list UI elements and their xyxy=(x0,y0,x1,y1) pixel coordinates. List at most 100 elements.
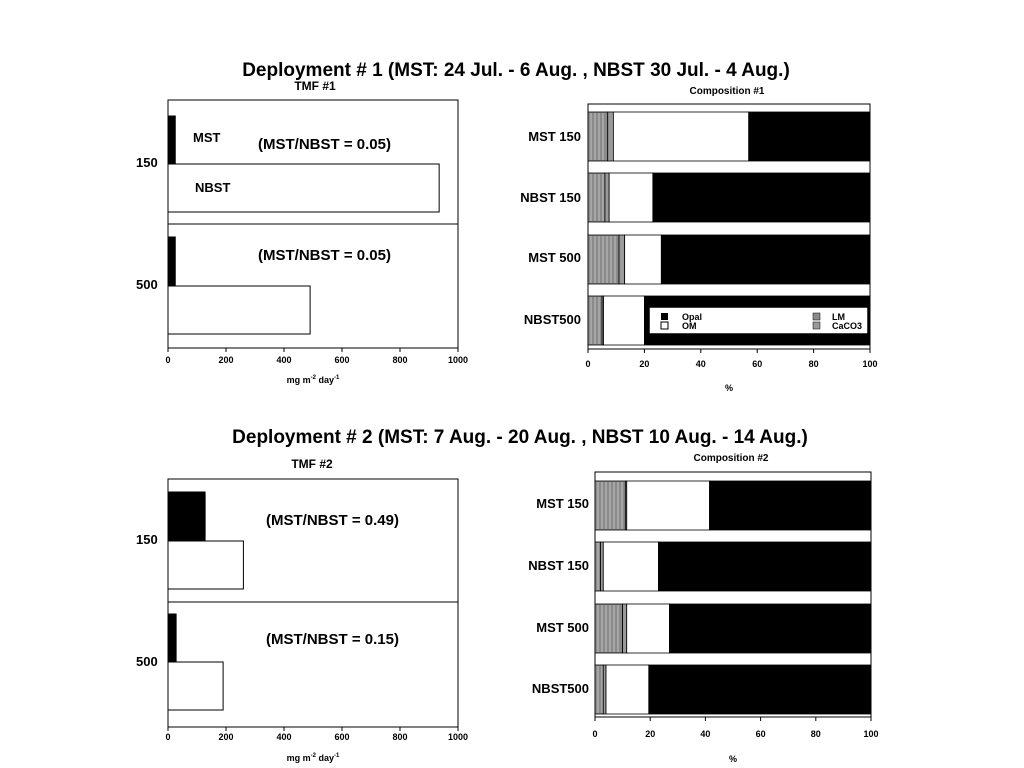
bar-mst-500 xyxy=(167,236,176,286)
composition-1-category-mst-500: MST 500 xyxy=(528,250,581,265)
tmf-2-x-axis-label: mg m-2 day-1 xyxy=(287,753,340,763)
tmf-1-bars xyxy=(167,115,440,335)
segment-lm-mst-500 xyxy=(587,234,620,285)
tmf-1-category-500: 500 xyxy=(136,277,158,292)
segment-opal-mst-500 xyxy=(669,603,872,654)
bar-nbst-150 xyxy=(167,163,440,213)
x-tick-label: 200 xyxy=(218,355,233,365)
segment-caco3-nbst500 xyxy=(602,664,607,715)
x-tick-label: 800 xyxy=(392,732,407,742)
composition-2-category-nbst-150: NBST 150 xyxy=(528,558,589,573)
x-tick-label: 60 xyxy=(752,359,762,369)
legend-caco3-swatch xyxy=(812,321,821,330)
deployment-2-heading: Deployment # 2 (MST: 7 Aug. - 20 Aug. , … xyxy=(232,427,808,448)
segment-caco3-nbst-150 xyxy=(600,541,604,592)
x-tick-label: 60 xyxy=(756,729,766,739)
tmf-1-x-axis-label: mg m-2 day-1 xyxy=(287,375,340,385)
x-tick-label: 400 xyxy=(276,355,291,365)
segment-om-nbst-150 xyxy=(608,172,654,223)
x-tick-label: 20 xyxy=(639,359,649,369)
composition-1-x-axis-label: % xyxy=(725,383,733,393)
tmf-2-title: TMF #2 xyxy=(291,457,333,471)
legend-opal-label: Opal xyxy=(682,312,702,322)
tmf-2-panel: TMF #2 0 200 400 600 800 1000 150 500 (MST/NB… xyxy=(136,457,468,763)
x-tick-label: 100 xyxy=(863,729,878,739)
segment-opal-mst-150 xyxy=(748,111,871,162)
composition-2-title: Composition #2 xyxy=(693,453,768,464)
x-tick-label: 800 xyxy=(392,355,407,365)
x-tick-label: 0 xyxy=(592,729,597,739)
tmf-1-title: TMF #1 xyxy=(294,79,336,93)
composition-1-bars xyxy=(587,111,871,346)
composition-2-bars xyxy=(594,480,872,715)
x-tick-label: 0 xyxy=(165,732,170,742)
tmf-2-bars xyxy=(167,491,244,711)
bar-nbst-500 xyxy=(167,661,224,711)
tmf-1-panel: TMF #1 0 200 400 600 800 1000 150 500 MST NBS… xyxy=(136,79,468,385)
segment-opal-nbst500 xyxy=(648,664,872,715)
x-tick-label: 200 xyxy=(218,732,233,742)
composition-2-category-mst-500: MST 500 xyxy=(536,620,589,635)
bar-nbst-500 xyxy=(167,285,311,335)
segment-lm-mst-500 xyxy=(594,603,624,654)
composition-1-panel: Composition #1 0 20 40 60 80 100 MST 150 NBST… xyxy=(520,86,877,393)
x-tick-label: 20 xyxy=(645,729,655,739)
composition-1-category-nbst-150: NBST 150 xyxy=(520,190,581,205)
legend-lm-label: LM xyxy=(832,312,845,322)
composition-2-plot-frame xyxy=(594,471,872,718)
tmf-1-mst-label: MST xyxy=(193,130,221,145)
x-tick-label: 1000 xyxy=(448,732,468,742)
legend-om-swatch xyxy=(660,321,669,330)
tmf-1-x-ticks: 0 200 400 600 800 1000 xyxy=(165,348,468,365)
segment-om-mst-150 xyxy=(612,111,750,162)
segment-caco3-mst-500 xyxy=(622,603,628,654)
x-tick-label: 80 xyxy=(809,359,819,369)
deployment-1-heading: Deployment # 1 (MST: 24 Jul. - 6 Aug. , … xyxy=(242,60,790,81)
tmf-2-category-150: 150 xyxy=(136,532,158,547)
segment-opal-mst-150 xyxy=(709,480,872,531)
x-tick-label: 80 xyxy=(811,729,821,739)
x-tick-label: 600 xyxy=(334,355,349,365)
x-tick-label: 1000 xyxy=(448,355,468,365)
x-tick-label: 0 xyxy=(585,359,590,369)
composition-2-category-mst-150: MST 150 xyxy=(536,496,589,511)
x-tick-label: 40 xyxy=(696,359,706,369)
segment-om-nbst-150 xyxy=(602,541,659,592)
tmf-1-ratio-150: (MST/NBST = 0.05) xyxy=(258,136,391,153)
legend-caco3-label: CaCO3 xyxy=(832,321,862,331)
tmf-2-ratio-150: (MST/NBST = 0.49) xyxy=(266,512,399,529)
composition-1-x-ticks: 0 20 40 60 80 100 xyxy=(585,349,878,369)
composition-2-x-ticks: 0 20 40 60 80 100 xyxy=(592,717,879,739)
segment-opal-nbst-150 xyxy=(652,172,871,223)
segment-opal-nbst-150 xyxy=(658,541,872,592)
segment-caco3-mst-500 xyxy=(618,234,626,285)
composition-2-x-axis-label: % xyxy=(729,754,737,764)
segment-om-nbst500 xyxy=(603,295,645,346)
bar-mst-150 xyxy=(167,491,206,541)
segment-om-mst-500 xyxy=(624,234,662,285)
tmf-2-plot-frame xyxy=(167,478,459,728)
composition-2-panel: Composition #2 0 20 40 60 80 100 MST 150 NBST… xyxy=(528,453,878,764)
composition-2-category-nbst500: NBST500 xyxy=(532,681,589,696)
tmf-1-category-150: 150 xyxy=(136,155,158,170)
legend-opal-swatch xyxy=(661,313,668,320)
composition-1-title: Composition #1 xyxy=(689,86,764,97)
segment-opal-mst-500 xyxy=(660,234,871,285)
legend-lm-swatch xyxy=(812,312,821,321)
tmf-2-x-ticks: 0 200 400 600 800 1000 xyxy=(165,727,468,742)
x-tick-label: 100 xyxy=(862,359,877,369)
segment-om-mst-500 xyxy=(626,603,670,654)
composition-1-category-nbst500: NBST500 xyxy=(524,312,581,327)
bar-mst-150 xyxy=(167,115,176,165)
segment-caco3-nbst-150 xyxy=(604,172,610,223)
x-tick-label: 0 xyxy=(165,355,170,365)
x-tick-label: 40 xyxy=(700,729,710,739)
x-tick-label: 600 xyxy=(334,732,349,742)
legend-om-label: OM xyxy=(682,321,697,331)
tmf-1-nbst-label: NBST xyxy=(195,180,230,195)
composition-1-plot-frame xyxy=(587,103,871,350)
composition-legend: Opal OM LM CaCO3 xyxy=(648,306,869,335)
legend-box xyxy=(648,306,869,335)
segment-om-nbst500 xyxy=(605,664,650,715)
